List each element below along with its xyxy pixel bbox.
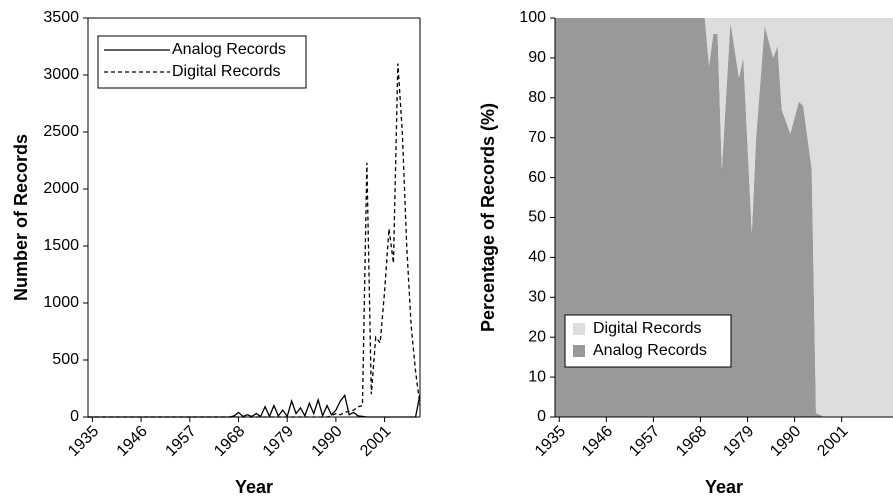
x-tick-label: 1968 <box>211 423 248 460</box>
y-tick-label: 1000 <box>43 294 79 311</box>
y-tick-label: 0 <box>70 408 79 425</box>
line <box>88 393 421 419</box>
x-tick-label: 2001 <box>357 423 394 460</box>
legend-swatch <box>573 345 585 357</box>
y-axis-label: Percentage of Records (%) <box>478 103 498 332</box>
x-tick-label: 1990 <box>309 423 346 460</box>
y-tick-label: 3000 <box>43 66 79 83</box>
y-tick-label: 100 <box>519 9 546 26</box>
legend: Digital Records Analog Records <box>564 314 732 368</box>
x-tick-label: 1935 <box>65 423 102 460</box>
legend-label: Analog Records <box>593 342 707 359</box>
y-tick-label: 40 <box>528 249 546 266</box>
x-axis-label: Year <box>705 477 743 497</box>
y-tick-label: 0 <box>537 408 546 425</box>
x-tick-label: 1979 <box>720 423 757 460</box>
legend-label: Digital Records <box>172 63 280 80</box>
legend-label: Digital Records <box>593 320 701 337</box>
y-axis-label: Number of Records <box>11 134 31 301</box>
y-tick-label: 90 <box>528 49 546 66</box>
legend-label: Analog Records <box>172 41 286 58</box>
legend-swatch <box>573 323 585 335</box>
x-tick-label: 2001 <box>814 423 851 460</box>
y-tick-label: 1500 <box>43 237 79 254</box>
legend-box <box>564 314 732 368</box>
y-tick-label: 500 <box>52 351 79 368</box>
x-tick-label: 1968 <box>673 423 710 460</box>
chart-panel: 0 10 20 30 40 50 60 70 80 90 100 1935 1946 1957 1968 19… <box>478 9 893 497</box>
y-tick-label: 20 <box>528 328 546 345</box>
chart-panel: 0 500 1000 1500 2000 2500 3000 3500 1935 1946 1957… <box>11 9 421 497</box>
x-tick-label: 1979 <box>260 423 297 460</box>
y-tick-label: 60 <box>528 169 546 186</box>
x-tick-label: 1957 <box>162 423 199 460</box>
y-tick-label: 3500 <box>43 9 79 26</box>
area <box>555 18 893 417</box>
y-tick-label: 50 <box>528 209 546 226</box>
y-tick-label: 2000 <box>43 180 79 197</box>
x-tick-label: 1946 <box>579 423 616 460</box>
line <box>88 63 421 418</box>
x-tick-label: 1957 <box>626 423 663 460</box>
x-tick-label: 1935 <box>532 423 569 460</box>
legend-box <box>97 35 307 89</box>
y-tick-label: 10 <box>528 368 546 385</box>
x-axis-label: Year <box>235 477 273 497</box>
legend: Analog Records Digital Records <box>97 35 307 89</box>
x-tick-label: 1990 <box>767 423 804 460</box>
y-tick-label: 70 <box>528 129 546 146</box>
y-tick-label: 2500 <box>43 123 79 140</box>
x-tick-label: 1946 <box>114 423 151 460</box>
y-tick-label: 30 <box>528 289 546 306</box>
y-tick-label: 80 <box>528 89 546 106</box>
